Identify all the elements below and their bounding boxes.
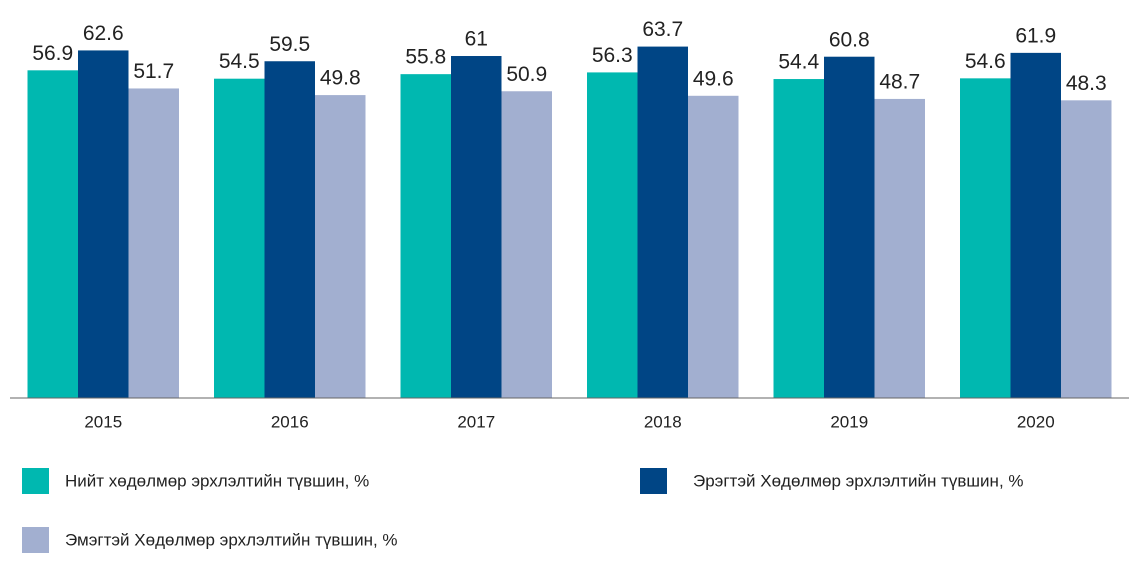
bar — [451, 56, 502, 398]
bar — [27, 70, 78, 398]
data-label: 61 — [465, 28, 488, 51]
bar — [587, 72, 638, 399]
data-label: 56.3 — [592, 44, 633, 67]
data-label: 60.8 — [829, 28, 870, 51]
legend-label: Нийт хөдөлмөр эрхлэлтийн түвшин, % — [65, 471, 369, 490]
data-label: 48.7 — [879, 70, 920, 93]
bar — [214, 78, 265, 399]
data-label: 49.8 — [320, 67, 361, 90]
data-label: 61.9 — [1015, 24, 1056, 47]
x-tick-label: 2015 — [84, 412, 122, 431]
data-label: 54.5 — [219, 50, 260, 73]
data-label: 54.4 — [778, 51, 819, 74]
x-tick-label: 2016 — [271, 412, 309, 431]
x-tick-label: 2019 — [830, 412, 868, 431]
bar — [264, 61, 315, 398]
legend-swatch — [22, 527, 49, 553]
data-label: 59.5 — [269, 33, 310, 56]
bar — [773, 79, 824, 399]
bar — [824, 56, 875, 399]
bar — [1010, 52, 1061, 398]
bar — [1061, 100, 1112, 399]
x-tick-label: 2020 — [1017, 412, 1055, 431]
bar — [78, 50, 129, 399]
data-label: 49.6 — [693, 67, 734, 90]
data-label: 50.9 — [506, 63, 547, 86]
data-label: 56.9 — [32, 42, 73, 65]
x-tick-label: 2018 — [644, 412, 682, 431]
legend-label: Эрэгтэй Хөдөлмөр эрхлэлтийн түвшин, % — [693, 471, 1024, 490]
data-label: 54.6 — [965, 50, 1006, 73]
data-label: 51.7 — [133, 60, 174, 83]
data-label: 63.7 — [642, 18, 683, 41]
bar — [688, 95, 739, 398]
bar — [960, 78, 1011, 399]
bar — [400, 74, 451, 398]
bar — [315, 95, 366, 398]
legend-swatch — [640, 468, 667, 494]
bar — [128, 88, 179, 399]
x-tick-label: 2017 — [457, 412, 495, 431]
bar — [637, 46, 688, 398]
data-label: 48.3 — [1066, 72, 1107, 95]
bar — [874, 98, 925, 398]
bar — [501, 91, 552, 398]
data-label: 55.8 — [405, 46, 446, 69]
legend-label: Эмэгтэй Хөдөлмөр эрхлэлтийн түвшин, % — [65, 530, 398, 549]
legend-swatch — [22, 468, 49, 494]
data-label: 62.6 — [83, 22, 124, 45]
